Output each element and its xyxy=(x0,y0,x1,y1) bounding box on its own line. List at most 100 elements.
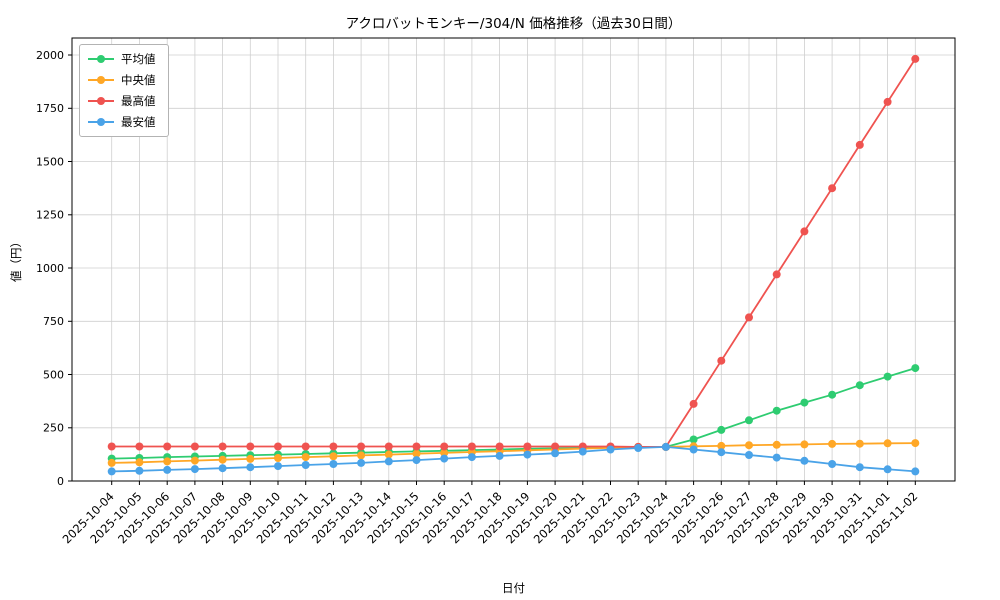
series-max-marker xyxy=(717,356,726,365)
series-min-marker xyxy=(689,445,698,454)
series-average-marker xyxy=(717,425,726,434)
legend-marker-median xyxy=(88,74,114,86)
legend-item-max: 最高値 xyxy=(88,93,156,109)
series-median-marker xyxy=(828,439,837,448)
series-median-marker xyxy=(717,441,726,450)
series-min-marker xyxy=(440,454,449,463)
series-min-marker xyxy=(274,462,282,471)
series-min-marker xyxy=(717,448,726,457)
plot-border xyxy=(71,37,956,482)
grid xyxy=(72,38,955,482)
series-median-marker xyxy=(800,440,809,449)
y-tick-label: 1500 xyxy=(36,155,64,168)
series-min-marker xyxy=(301,461,310,469)
series-min-line xyxy=(111,445,916,473)
series-max-marker xyxy=(800,227,809,236)
series-median-marker xyxy=(329,452,338,461)
series-max-marker xyxy=(495,442,504,451)
series-max-marker xyxy=(689,399,698,408)
series-min-marker xyxy=(883,465,892,474)
legend-label-max: 最高値 xyxy=(121,94,156,108)
series-median-marker xyxy=(107,458,116,467)
series-median-marker xyxy=(190,456,199,465)
x-axis-label: 日付 xyxy=(502,581,525,595)
series-min-marker xyxy=(578,447,587,456)
series-median-marker xyxy=(301,453,310,462)
series-min-marker xyxy=(911,467,920,476)
series-max-marker xyxy=(412,442,421,451)
series-min-marker xyxy=(551,449,560,458)
series-min-marker xyxy=(135,466,144,475)
series-max-marker xyxy=(772,270,781,279)
series-min-marker xyxy=(800,456,809,465)
series-min-marker xyxy=(218,464,227,473)
series-median-marker xyxy=(357,451,366,460)
series-max-marker xyxy=(357,442,366,451)
series-average-marker xyxy=(911,364,920,373)
series-max-marker xyxy=(551,442,560,451)
series-min-marker xyxy=(606,445,615,454)
y-tick-label: 1000 xyxy=(36,262,64,275)
series-median-marker xyxy=(163,457,172,466)
series-min-marker xyxy=(523,450,532,459)
series-min-marker xyxy=(357,458,366,467)
series-min-marker xyxy=(661,442,670,451)
series-min-marker xyxy=(107,467,116,476)
y-tick-label: 0 xyxy=(57,475,64,488)
y-axis-label: 値（円） xyxy=(9,236,23,282)
series-max-marker xyxy=(329,442,338,451)
series-min-marker xyxy=(467,453,476,462)
series-min-marker xyxy=(329,460,338,468)
series-median-marker xyxy=(772,440,781,449)
y-tick-label: 1750 xyxy=(36,102,64,115)
series-max-marker xyxy=(384,442,393,451)
series-max-marker xyxy=(163,442,172,451)
series-median-marker xyxy=(911,439,920,448)
y-tick-label: 1250 xyxy=(36,209,64,222)
series-min-marker xyxy=(412,456,421,465)
series-max-marker xyxy=(911,54,920,63)
series-max-marker xyxy=(440,442,449,451)
series-max-line xyxy=(111,58,917,448)
chart-title: アクロバットモンキー/304/N 価格推移（過去30日間） xyxy=(345,16,682,32)
series-max-marker xyxy=(828,184,837,193)
series-min-marker xyxy=(190,465,199,474)
series-max-marker xyxy=(107,442,116,451)
legend-marker-max xyxy=(88,95,114,107)
series-median-marker xyxy=(384,450,393,459)
series-min-marker xyxy=(828,460,837,468)
legend: 平均値 中央値 最高値 最安値 xyxy=(79,44,169,137)
series-max-marker xyxy=(523,442,532,451)
y-tick-label: 500 xyxy=(43,368,64,381)
series-median-line xyxy=(111,442,916,464)
series-max-marker xyxy=(274,442,282,451)
series-max-marker xyxy=(190,442,199,451)
y-tick-label: 250 xyxy=(43,422,64,435)
series-average-marker xyxy=(855,381,864,390)
series-median-marker xyxy=(855,439,864,448)
series-max-marker xyxy=(855,140,864,149)
series-min-marker xyxy=(634,444,643,452)
series-max xyxy=(107,54,920,451)
series-min-marker xyxy=(384,457,393,466)
legend-label-average: 平均値 xyxy=(121,52,156,66)
legend-marker-min xyxy=(88,116,114,128)
series-median-marker xyxy=(274,454,282,462)
series-median-marker xyxy=(246,454,255,463)
series-average-marker xyxy=(689,435,698,444)
series-min-marker xyxy=(495,451,504,460)
series-average xyxy=(107,364,920,463)
series-max-marker xyxy=(218,442,227,451)
legend-marker-average xyxy=(88,53,114,65)
series-median-marker xyxy=(218,455,227,464)
series-median-marker xyxy=(440,448,449,457)
series-min xyxy=(107,442,920,476)
legend-label-median: 中央値 xyxy=(121,73,156,87)
legend-item-median: 中央値 xyxy=(88,72,156,88)
series-min-marker xyxy=(772,453,781,462)
series-average-marker xyxy=(772,406,781,415)
series-average-marker xyxy=(800,398,809,407)
series-average-marker xyxy=(745,416,753,425)
